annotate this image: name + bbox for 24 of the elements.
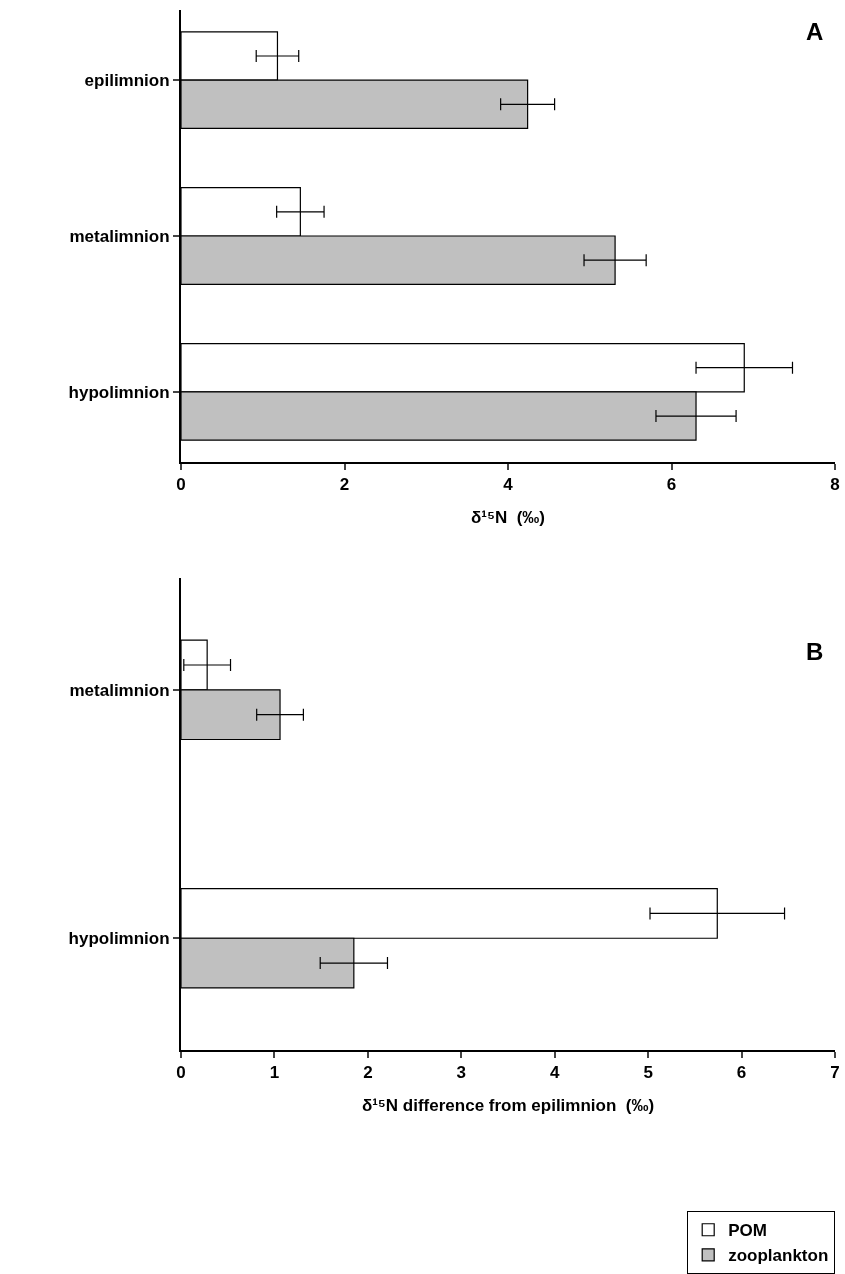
y-tick-label: hypolimnion bbox=[68, 382, 170, 402]
y-tick-label: metalimnion bbox=[69, 226, 170, 246]
x-axis-title: δ¹⁵N difference from epilimnion (‰) bbox=[361, 1096, 655, 1116]
x-tick-label: 8 bbox=[830, 475, 840, 495]
x-tick-label: 5 bbox=[643, 1063, 653, 1083]
x-tick-label: 6 bbox=[666, 475, 677, 495]
x-axis-title: δ¹⁵N (‰) bbox=[470, 508, 546, 528]
y-tick-label: epilimnion bbox=[84, 71, 170, 91]
y-tick-label: metalimnion bbox=[69, 680, 170, 700]
x-tick-label: 1 bbox=[269, 1063, 280, 1083]
x-tick-label: 2 bbox=[363, 1063, 373, 1083]
x-tick-label: 0 bbox=[176, 475, 186, 495]
y-tick-label: hypolimnion bbox=[68, 929, 170, 949]
annotation: B bbox=[806, 638, 824, 665]
x-tick-label: 4 bbox=[549, 1063, 560, 1083]
x-tick-label: 3 bbox=[456, 1063, 467, 1083]
x-tick-label: 4 bbox=[503, 475, 514, 495]
legend-label: zooplankton bbox=[728, 1246, 829, 1266]
x-tick-label: 7 bbox=[830, 1063, 840, 1083]
annotation: A bbox=[806, 18, 824, 45]
x-tick-label: 2 bbox=[339, 475, 350, 495]
x-tick-label: 0 bbox=[176, 1063, 186, 1083]
legend-label: POM bbox=[728, 1221, 767, 1241]
x-tick-label: 6 bbox=[736, 1063, 747, 1083]
